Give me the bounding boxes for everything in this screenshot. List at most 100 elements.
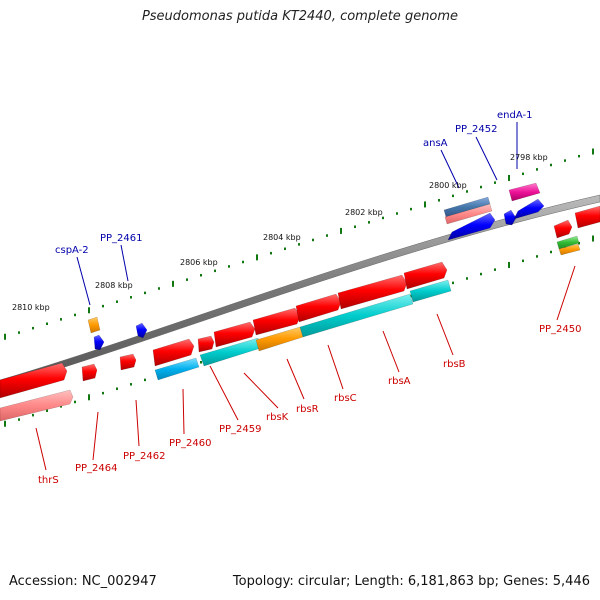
tick-mark-inner <box>200 361 202 364</box>
tick-mark-inner <box>578 241 580 245</box>
tick-mark-inner <box>4 420 6 427</box>
tick-mark-outer <box>480 185 482 189</box>
tick-mark-inner <box>46 409 48 413</box>
tick-mark-inner <box>74 400 76 404</box>
cds-PP_2459 <box>197 335 215 353</box>
tick-mark-inner <box>508 261 510 268</box>
feature-thrS-pink <box>0 389 74 422</box>
tick-mark-outer <box>214 269 216 273</box>
gene-label-cspA-2: cspA-2 <box>55 245 89 256</box>
cds-PP_2452 <box>503 209 517 226</box>
tick-mark-inner <box>116 387 118 390</box>
cds-rbsK-b <box>252 307 301 336</box>
tick-mark-inner <box>522 259 524 263</box>
leader-rbsK <box>243 372 279 409</box>
feature-cspA-2-orange <box>87 316 101 334</box>
tick-mark-outer <box>382 216 384 220</box>
tick-mark-outer <box>396 212 398 215</box>
cds-rbsK-a <box>213 321 256 348</box>
feature-rbsB-cyan <box>409 279 452 303</box>
gene-label-thrS: thrS <box>38 475 59 486</box>
gene-label-endA-1: endA-1 <box>497 110 532 121</box>
tick-mark-outer <box>494 181 496 184</box>
tick-mark-outer <box>368 221 370 224</box>
feature-endA-1-magenta <box>508 182 541 202</box>
tick-mark-inner <box>466 277 468 280</box>
map-title: Pseudomonas putida KT2440, complete geno… <box>141 9 459 24</box>
tick-mark-inner <box>550 250 552 254</box>
gene-label-PP_2462: PP_2462 <box>123 451 166 462</box>
tick-mark-outer <box>116 300 118 303</box>
leader-ansA <box>440 149 460 189</box>
tick-mark-inner <box>480 272 482 276</box>
tick-label-2802: 2802 kbp <box>345 208 383 217</box>
feature-PP_2450-green <box>556 235 580 250</box>
tick-mark-inner <box>60 405 62 408</box>
tick-mark-inner <box>32 413 34 417</box>
tick-mark-outer <box>242 260 244 264</box>
leader-rbsA <box>382 330 400 373</box>
gene-label-PP_2464: PP_2464 <box>75 463 118 474</box>
cds-rbsA <box>403 261 448 290</box>
tick-mark-outer <box>228 265 230 268</box>
feature-ansA-pink <box>444 203 493 225</box>
gene-label-ansA: ansA <box>423 138 448 149</box>
gene-label-PP_2450: PP_2450 <box>539 324 582 335</box>
tick-mark-outer <box>592 148 594 155</box>
tick-mark-outer <box>410 207 412 211</box>
leader-PP_2459 <box>209 365 239 421</box>
tick-mark-outer <box>200 274 202 277</box>
leader-rbsC <box>327 344 344 390</box>
tick-mark-inner <box>410 294 412 298</box>
gene-label-rbsC: rbsC <box>334 393 357 404</box>
leader-PP_2452 <box>475 136 498 181</box>
gene-label-rbsB: rbsB <box>443 359 466 370</box>
cds-ansA <box>447 212 496 241</box>
tick-mark-inner <box>144 378 146 382</box>
tick-mark-outer <box>74 313 76 317</box>
cds-endA-1 <box>513 198 545 220</box>
tick-mark-outer <box>312 238 314 242</box>
tick-mark-outer <box>466 190 468 193</box>
tick-mark-outer <box>158 287 160 290</box>
leader-rbsR <box>286 358 305 400</box>
tick-mark-outer <box>284 247 286 251</box>
tick-mark-inner <box>130 383 132 386</box>
tick-mark-outer <box>326 234 328 237</box>
feature-rbsC-cyan <box>299 293 414 338</box>
tick-mark-outer <box>354 225 356 228</box>
label-leader-lines <box>35 122 576 471</box>
tick-mark-inner <box>592 235 594 242</box>
leader-PP_2461 <box>120 244 129 282</box>
tick-mark-outer <box>522 172 524 176</box>
tick-mark-outer <box>536 168 538 171</box>
cds-rbsR <box>295 293 342 323</box>
gene-label-rbsK: rbsK <box>266 412 289 423</box>
gene-label-PP_2460: PP_2460 <box>169 438 212 449</box>
tick-label-2804: 2804 kbp <box>263 233 301 242</box>
tick-mark-outer <box>144 291 146 295</box>
cds-right-edge <box>574 205 600 229</box>
leader-cspA-2 <box>76 256 91 306</box>
tick-mark-outer <box>270 251 272 255</box>
feature-PP_2460-blue <box>154 357 200 381</box>
tick-mark-outer <box>578 154 580 158</box>
tick-mark-outer <box>18 331 20 334</box>
feature-PP_2450-orange <box>558 243 581 256</box>
outer-tick-ring <box>4 148 594 340</box>
tick-mark-outer <box>438 199 440 202</box>
tick-mark-outer <box>424 201 426 208</box>
tick-mark-outer <box>186 278 188 281</box>
tick-mark-inner <box>102 391 104 395</box>
tick-mark-outer <box>32 326 34 330</box>
cds-PP_2462 <box>119 353 137 371</box>
tick-mark-inner <box>452 281 454 285</box>
tick-mark-outer <box>298 243 300 246</box>
topology-text: Topology: circular; Length: 6,181,863 bp… <box>232 574 590 589</box>
gene-label-PP_2452: PP_2452 <box>455 124 498 135</box>
leader-rbsB <box>436 313 454 356</box>
cds-rbsC <box>337 274 408 310</box>
tick-label-2800: 2800 kbp <box>429 181 467 190</box>
cds-PP_2450 <box>553 219 573 239</box>
